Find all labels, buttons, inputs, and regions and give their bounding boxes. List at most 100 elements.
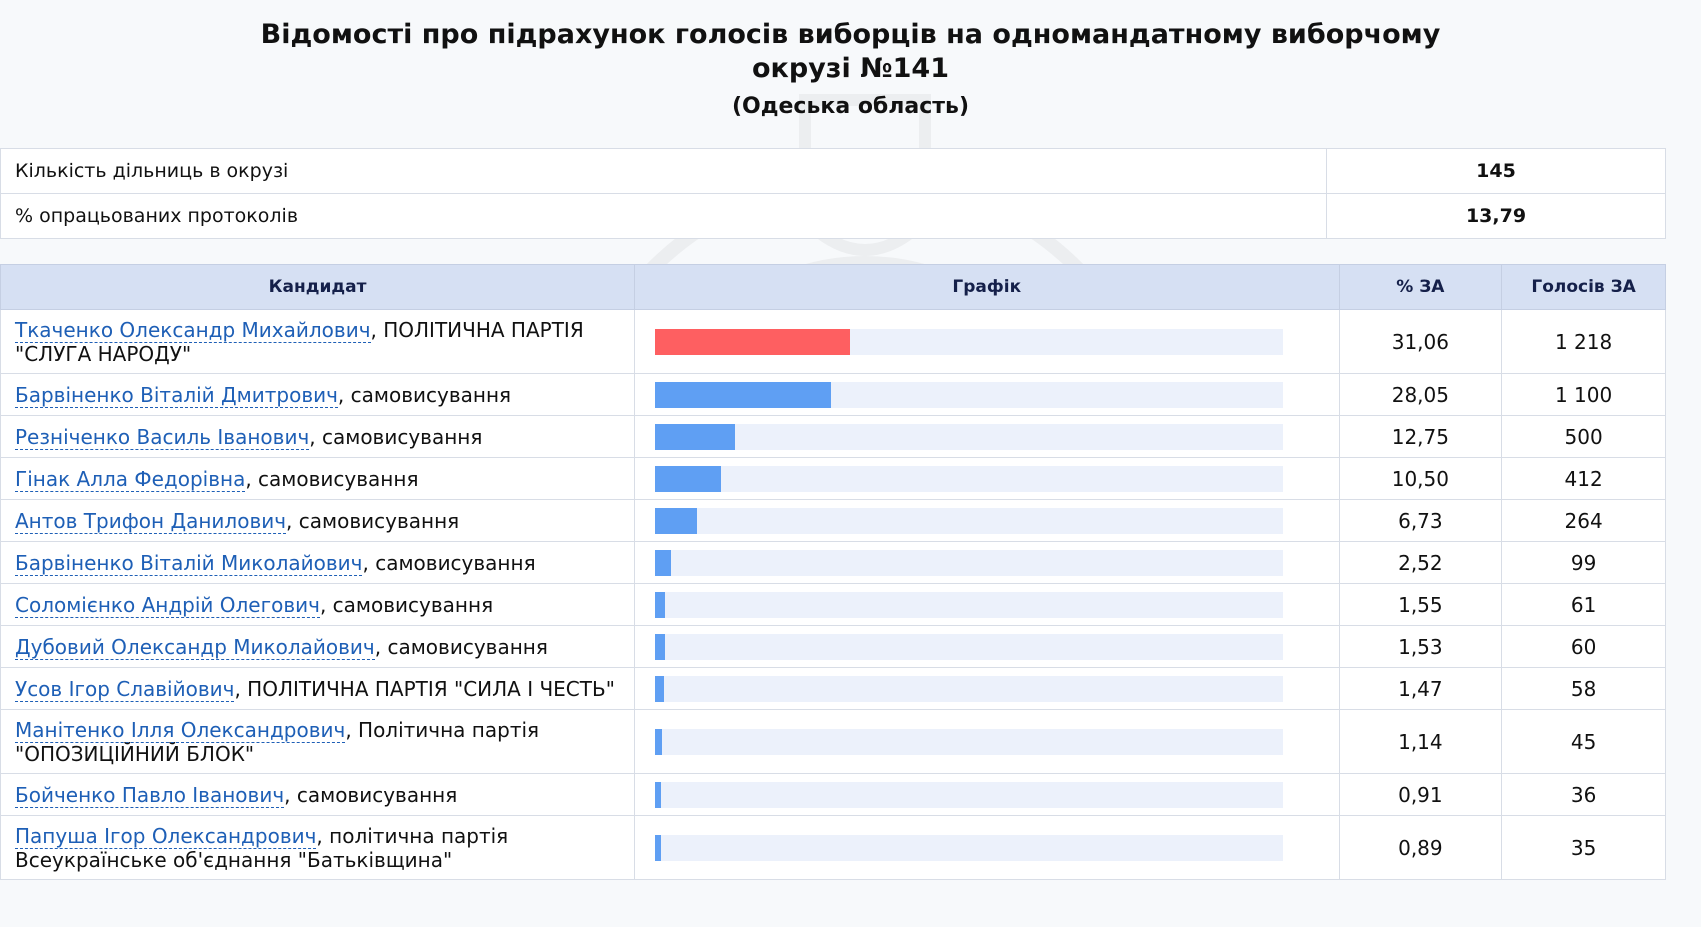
votes-cell: 35 (1501, 815, 1666, 880)
candidate-party: , Політична партія "ОПОЗИЦІЙНИЙ БЛОК" (15, 717, 540, 766)
candidate-cell: Манітенко Ілля Олександрович, Політична … (0, 709, 636, 774)
bar-track (655, 328, 1284, 355)
bar-track (655, 465, 1284, 492)
chart-cell (634, 709, 1340, 774)
percent-cell: 0,91 (1338, 773, 1503, 816)
vote-bar (655, 834, 661, 861)
candidate-link[interactable]: Усов Ігор Славійович (15, 676, 235, 702)
candidate-link[interactable]: Папуша Ігор Олександрович (15, 823, 317, 849)
votes-cell: 60 (1501, 625, 1666, 668)
chart-cell (634, 815, 1340, 880)
table-row: Усов Ігор Славійович, ПОЛІТИЧНА ПАРТІЯ "… (0, 667, 1666, 710)
summary-row: % опрацьованих протоколів 13,79 (0, 193, 1666, 239)
vote-bar (655, 591, 665, 618)
vote-bar (655, 549, 671, 576)
bar-track (655, 728, 1284, 755)
vote-bar (655, 633, 665, 660)
column-header-candidate: Кандидат (0, 264, 636, 310)
candidate-party: , самовисування (337, 382, 512, 407)
percent-cell: 12,75 (1338, 415, 1503, 458)
results-table: Кандидат Графік % ЗА Голосів ЗА Ткаченко… (0, 264, 1666, 880)
bar-track (655, 633, 1284, 660)
chart-cell (634, 773, 1340, 816)
candidate-cell: Дубовий Олександр Миколайович, самовисув… (0, 625, 636, 668)
candidate-link[interactable]: Соломієнко Андрій Олегович (15, 592, 320, 618)
bar-track (655, 591, 1284, 618)
votes-cell: 61 (1501, 583, 1666, 626)
candidate-link[interactable]: Резніченко Василь Іванович (15, 424, 310, 450)
candidate-party: , самовисування (319, 592, 494, 617)
candidate-party: , самовисування (309, 424, 483, 449)
candidate-link[interactable]: Ткаченко Олександр Михайлович (15, 317, 371, 343)
percent-cell: 1,14 (1338, 709, 1503, 774)
candidate-party: , ПОЛІТИЧНА ПАРТІЯ "СЛУГА НАРОДУ" (15, 317, 584, 366)
table-row: Резніченко Василь Іванович, самовисуванн… (0, 415, 1666, 458)
vote-bar (655, 675, 665, 702)
candidate-cell: Ткаченко Олександр Михайлович, ПОЛІТИЧНА… (0, 309, 636, 374)
vote-bar (655, 781, 661, 808)
page-header: Відомості про підрахунок голосів виборці… (0, 0, 1701, 128)
bar-track (655, 834, 1284, 861)
summary-label: % опрацьованих протоколів (0, 193, 1327, 239)
chart-cell (634, 457, 1340, 500)
candidate-link[interactable]: Барвіненко Віталій Дмитрович (15, 382, 338, 408)
table-row: Дубовий Олександр Миколайович, самовисув… (0, 625, 1666, 668)
table-row: Бойченко Павло Іванович, самовисування 0,… (0, 773, 1666, 816)
votes-cell: 45 (1501, 709, 1666, 774)
percent-cell: 10,50 (1338, 457, 1503, 500)
candidate-party: , політична партія Всеукраїнське об'єдна… (15, 823, 509, 872)
votes-cell: 500 (1501, 415, 1666, 458)
candidate-link[interactable]: Бойченко Павло Іванович (15, 782, 285, 808)
votes-cell: 99 (1501, 541, 1666, 584)
percent-cell: 0,89 (1338, 815, 1503, 880)
bar-track (655, 675, 1284, 702)
chart-cell (634, 541, 1340, 584)
candidate-cell: Антов Трифон Данилович, самовисування (0, 499, 636, 542)
results-header-row: Кандидат Графік % ЗА Голосів ЗА (0, 264, 1666, 310)
candidate-link[interactable]: Дубовий Олександр Миколайович (15, 634, 375, 660)
candidate-link[interactable]: Манітенко Ілля Олександрович (15, 717, 346, 743)
table-row: Барвіненко Віталій Дмитрович, самовисува… (0, 373, 1666, 416)
vote-bar (655, 423, 736, 450)
vote-bar (655, 507, 698, 534)
vote-bar (655, 381, 832, 408)
results-body: Ткаченко Олександр Михайлович, ПОЛІТИЧНА… (0, 309, 1666, 880)
vote-bar (655, 328, 851, 355)
candidate-cell: Барвіненко Віталій Миколайович, самовису… (0, 541, 636, 584)
table-row: Антов Трифон Данилович, самовисування 6,7… (0, 499, 1666, 542)
bar-track (655, 507, 1284, 534)
candidate-link[interactable]: Антов Трифон Данилович (15, 508, 287, 534)
candidate-cell: Бойченко Павло Іванович, самовисування (0, 773, 636, 816)
candidate-link[interactable]: Барвіненко Віталій Миколайович (15, 550, 363, 576)
column-header-percent: % ЗА (1338, 264, 1503, 310)
percent-cell: 28,05 (1338, 373, 1503, 416)
percent-cell: 6,73 (1338, 499, 1503, 542)
votes-cell: 264 (1501, 499, 1666, 542)
page-title: Відомості про підрахунок голосів виборці… (260, 19, 1441, 84)
table-row: Манітенко Ілля Олександрович, Політична … (0, 709, 1666, 774)
table-row: Папуша Ігор Олександрович, політична пар… (0, 815, 1666, 880)
candidate-cell: Гінак Алла Федорівна, самовисування (0, 457, 636, 500)
bar-track (655, 423, 1284, 450)
candidate-cell: Папуша Ігор Олександрович, політична пар… (0, 815, 636, 880)
summary-value: 13,79 (1326, 193, 1666, 239)
chart-cell (634, 667, 1340, 710)
votes-cell: 36 (1501, 773, 1666, 816)
chart-cell (634, 373, 1340, 416)
percent-cell: 2,52 (1338, 541, 1503, 584)
chart-cell (634, 309, 1340, 374)
candidate-cell: Барвіненко Віталій Дмитрович, самовисува… (0, 373, 636, 416)
region-subtitle: (Одеська область) (731, 94, 970, 119)
candidate-link[interactable]: Гінак Алла Федорівна (15, 466, 246, 492)
summary-value: 145 (1326, 148, 1666, 194)
summary-row: Кількість дільниць в окрузі 145 (0, 148, 1666, 194)
percent-cell: 31,06 (1338, 309, 1503, 374)
candidate-party: , самовисування (374, 634, 548, 659)
percent-cell: 1,53 (1338, 625, 1503, 668)
candidate-cell: Усов Ігор Славійович, ПОЛІТИЧНА ПАРТІЯ "… (0, 667, 636, 710)
vote-bar (655, 465, 721, 492)
percent-cell: 1,55 (1338, 583, 1503, 626)
candidate-party: , самовисування (245, 466, 419, 491)
votes-cell: 58 (1501, 667, 1666, 710)
chart-cell (634, 583, 1340, 626)
